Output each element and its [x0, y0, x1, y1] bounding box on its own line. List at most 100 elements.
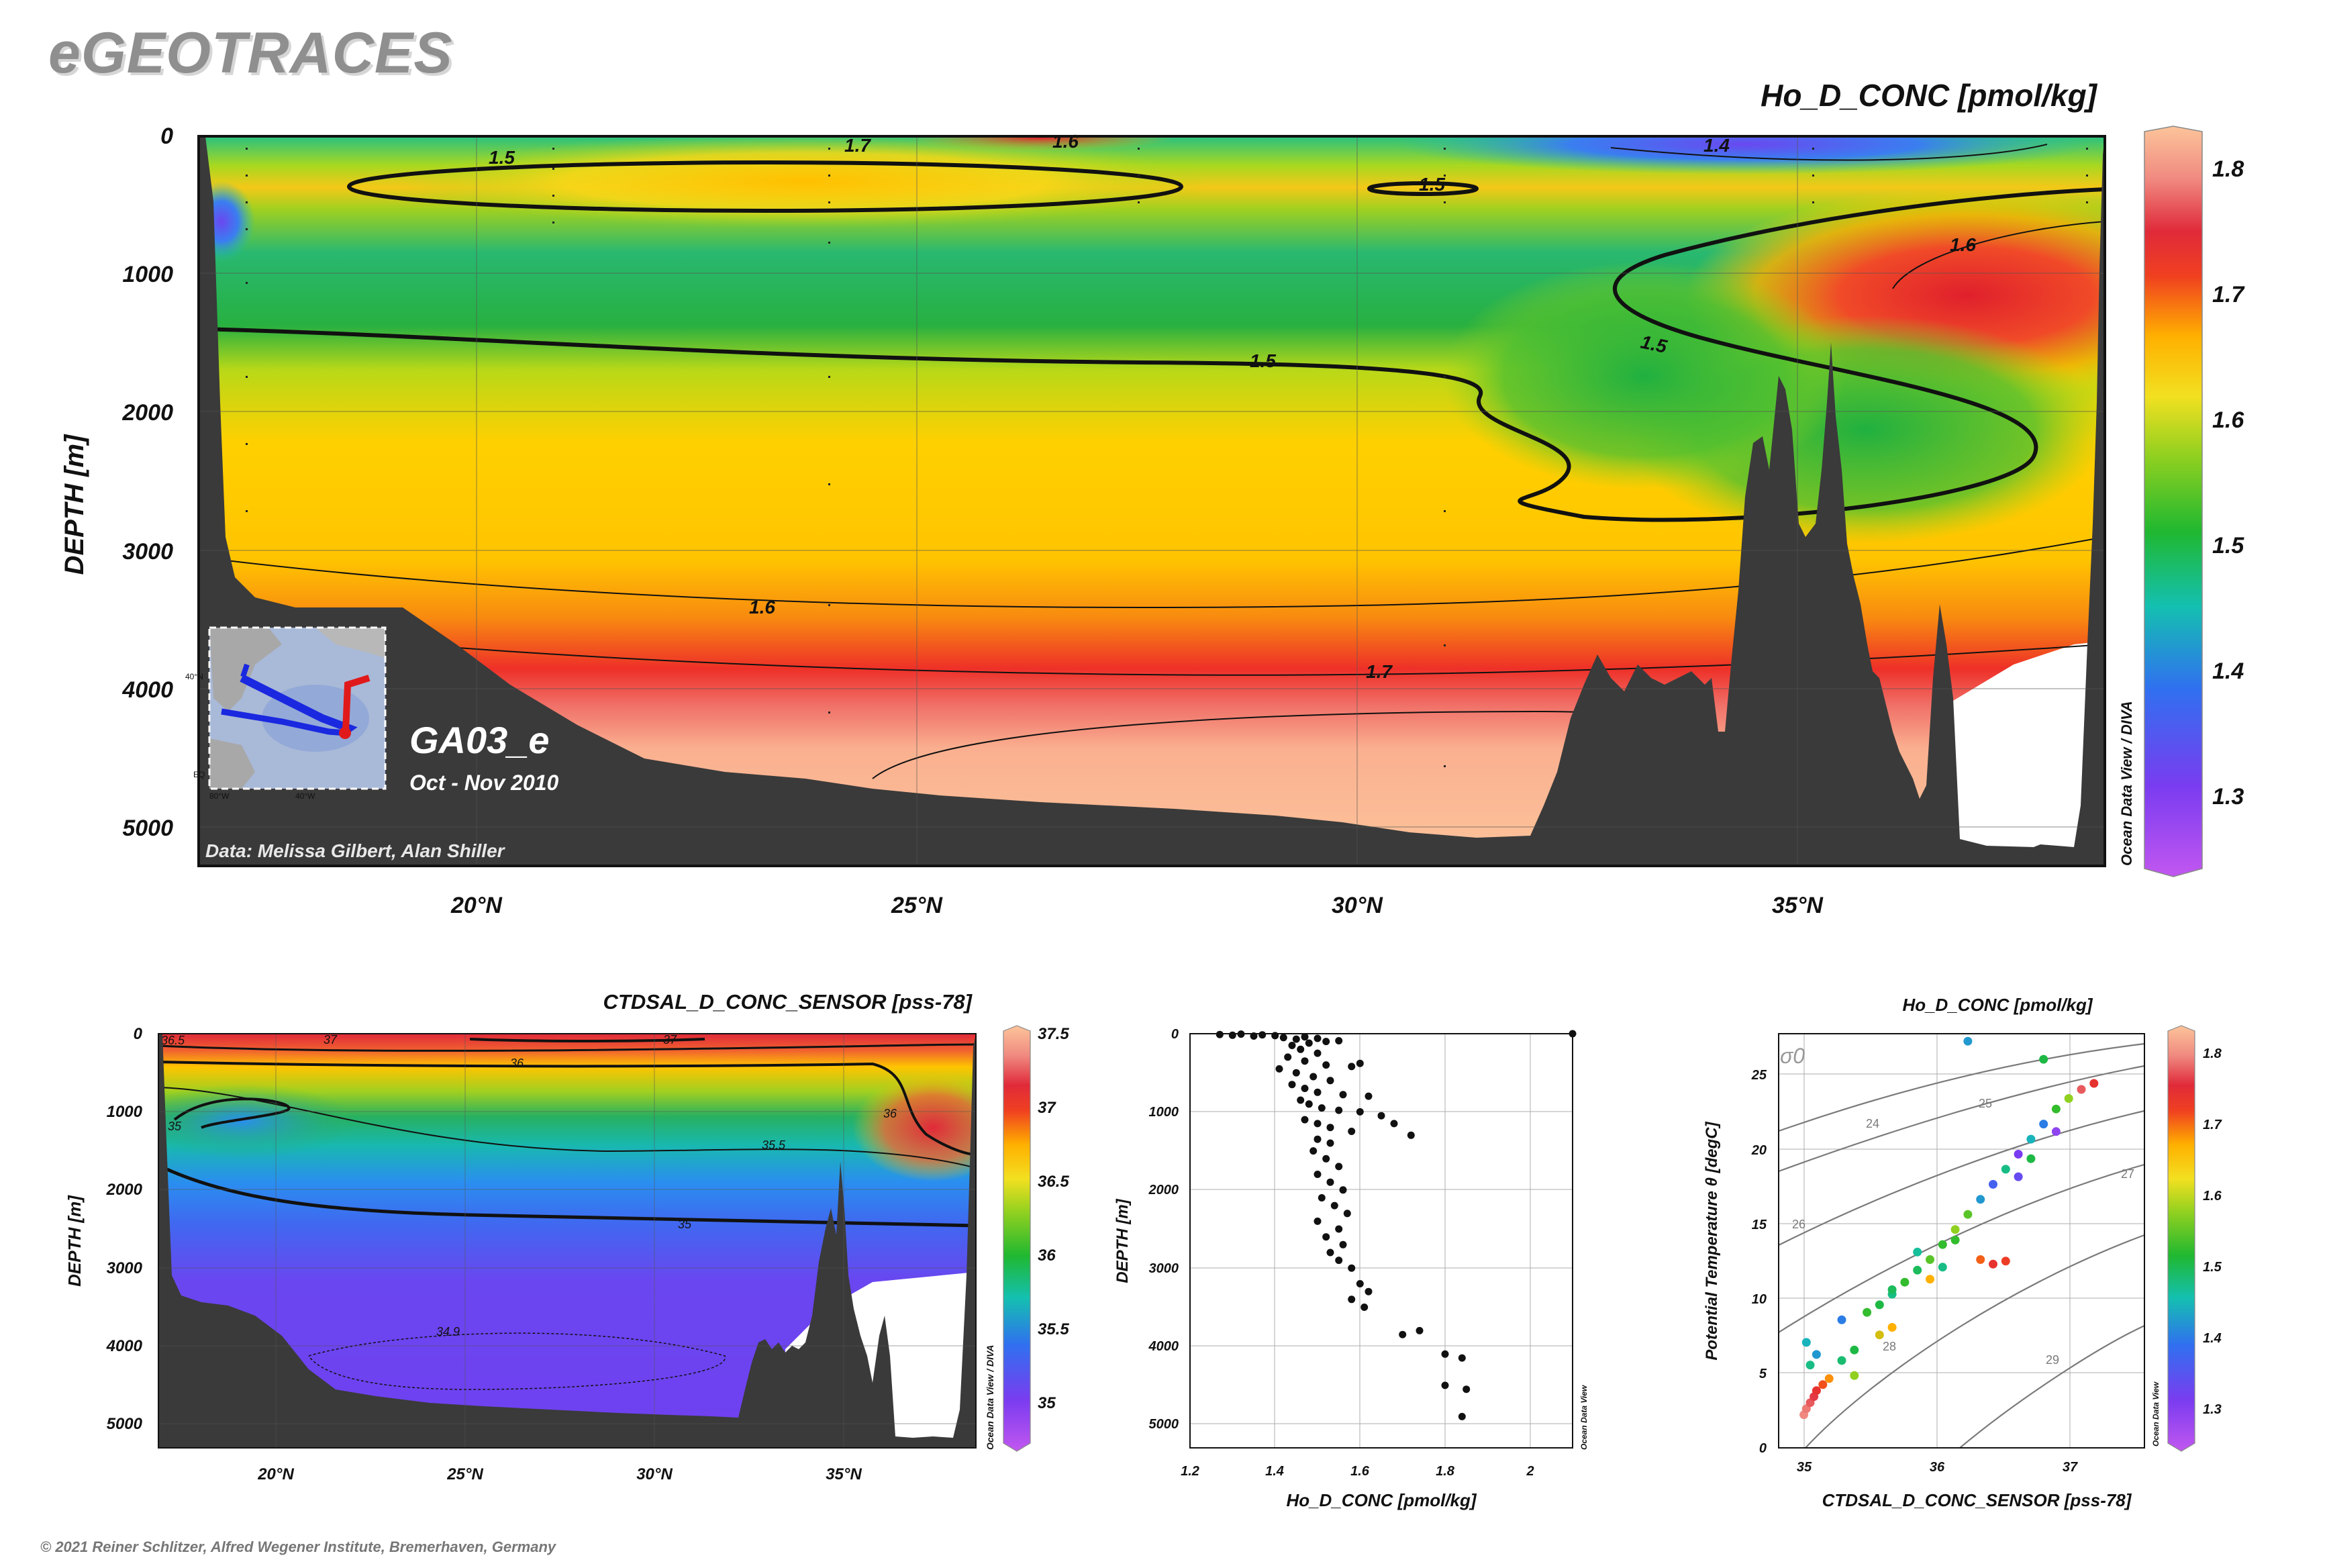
profile-point	[1326, 1248, 1334, 1257]
contour-label: 1.6	[1950, 234, 1976, 255]
profile-point	[1356, 1108, 1364, 1116]
isopycnal-label: 28	[1883, 1340, 1896, 1353]
profile-point	[1339, 1240, 1347, 1248]
profile-point	[1335, 1037, 1343, 1044]
profile-point	[1339, 1091, 1347, 1099]
isopycnal-label: 25	[1979, 1097, 1992, 1110]
colorbar-tick: 1.6	[2203, 1189, 2222, 1204]
colorbar-tick: 35	[1038, 1394, 1056, 1412]
colorbar-tick: 1.3	[2203, 1402, 2222, 1417]
y-tick: 3000	[122, 539, 173, 565]
profile-point	[1365, 1287, 1373, 1295]
ts-point	[2051, 1127, 2061, 1136]
colorbar-tick: 1.8	[2212, 156, 2244, 182]
contour-label: 1.5	[1250, 350, 1276, 371]
ts-point	[1875, 1330, 1884, 1340]
cruise-name: GA03_e	[409, 719, 550, 761]
profile-point	[1348, 1295, 1356, 1304]
x-tick: 20°N	[257, 1465, 294, 1483]
ho-frame	[197, 135, 2106, 867]
contour-label: 35.5	[762, 1138, 786, 1152]
profile-y-axis-label: DEPTH [m]	[1113, 1198, 1132, 1283]
profile-grid	[1190, 1034, 1573, 1448]
y-tick: 4000	[121, 677, 173, 703]
profile-point	[1407, 1131, 1415, 1139]
x-tick: 20°N	[450, 893, 503, 918]
ts-point	[1989, 1179, 1997, 1189]
x-tick: 30°N	[636, 1465, 673, 1483]
ts-y-axis-label: Potential Temperature θ [degC]	[1703, 1121, 1721, 1360]
contour-label: 34.9	[436, 1325, 460, 1338]
x-tick: 1.6	[1350, 1464, 1370, 1479]
contour-label: 37	[663, 1033, 677, 1046]
ts-isopycnals	[1778, 1042, 2145, 1449]
contour-label: 1.7	[1366, 661, 1393, 682]
ts-point	[2001, 1165, 2010, 1174]
map-lon2-label: 40°W	[295, 791, 315, 801]
ts-point	[2089, 1079, 2099, 1088]
profile-point	[1339, 1186, 1347, 1194]
ts-point	[1950, 1225, 1960, 1234]
sal-frame	[158, 1033, 977, 1449]
ho-bathymetry	[199, 136, 2105, 866]
sal-grid	[158, 1034, 976, 1448]
x-tick: 25°N	[446, 1465, 483, 1483]
map-eq-label: EQ	[193, 770, 205, 779]
ho-colorbar-ticks: 1.8 1.7 1.6 1.5 1.4 1.3	[2212, 156, 2245, 810]
x-tick: 1.4	[1265, 1464, 1284, 1479]
y-tick: 25	[1751, 1068, 1767, 1083]
sal-x-ticks: 20°N 25°N 30°N 35°N	[257, 1465, 862, 1483]
ts-point	[2077, 1085, 2086, 1094]
y-tick: 4000	[1148, 1339, 1179, 1354]
profile-point	[1322, 1038, 1330, 1046]
profile-point	[1250, 1032, 1258, 1040]
profile-point	[1322, 1155, 1330, 1163]
profile-point	[1237, 1030, 1245, 1038]
isopycnal-label: 29	[2046, 1353, 2059, 1367]
profile-point	[1399, 1330, 1407, 1338]
ts-point	[1926, 1275, 1934, 1284]
profile-point	[1360, 1304, 1369, 1311]
profile-point	[1284, 1053, 1292, 1061]
profile-point	[1314, 1049, 1322, 1057]
contour-label: 36	[510, 1057, 524, 1070]
ts-point	[2014, 1172, 2023, 1181]
contour-label: 1.5	[489, 147, 515, 168]
contour-label: 35	[168, 1120, 182, 1133]
colorbar-tick: 1.4	[2203, 1331, 2222, 1346]
profile-point	[1335, 1225, 1343, 1233]
ts-point	[2026, 1134, 2036, 1144]
profile-point	[1305, 1039, 1313, 1047]
ts-point	[1850, 1345, 1859, 1355]
y-tick: 5	[1759, 1367, 1767, 1381]
profile-point	[1228, 1031, 1236, 1039]
ts-isopycnal-labels: 24 25 26 27 28 29	[1792, 1097, 2134, 1367]
profile-point	[1441, 1350, 1449, 1358]
profile-point	[1297, 1096, 1305, 1104]
profile-x-axis-label: Ho_D_CONC [pmol/kg]	[1286, 1490, 1477, 1510]
contour-label: 1.6	[1052, 131, 1079, 152]
profile-point	[1458, 1412, 1466, 1420]
y-tick: 3000	[107, 1259, 143, 1277]
ts-point	[1887, 1285, 1897, 1294]
profile-point	[1314, 1217, 1322, 1225]
colorbar-tick: 37	[1038, 1099, 1056, 1117]
isopycnal-label: 24	[1866, 1117, 1879, 1130]
ts-point	[1818, 1380, 1828, 1389]
x-tick: 35°N	[826, 1465, 862, 1483]
ts-point	[1938, 1263, 1947, 1272]
ts-point	[1989, 1259, 1997, 1269]
ts-point	[1887, 1323, 1897, 1332]
sal-y-axis-label: DEPTH [m]	[64, 1195, 85, 1287]
profile-point	[1314, 1171, 1322, 1178]
profile-point	[1301, 1033, 1309, 1041]
colorbar-tick: 1.5	[2212, 533, 2244, 558]
profile-point	[1301, 1116, 1309, 1124]
profile-point	[1348, 1063, 1356, 1071]
profile-point	[1335, 1163, 1343, 1171]
profile-point	[1314, 1135, 1322, 1143]
ts-point	[1837, 1356, 1846, 1365]
ts-point	[1837, 1315, 1846, 1324]
y-tick: 5000	[107, 1415, 143, 1433]
